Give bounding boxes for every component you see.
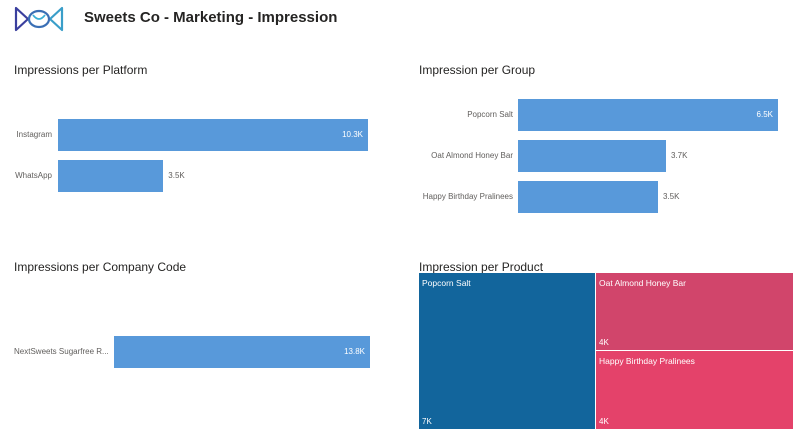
bar-row: Popcorn Salt 6.5K [419,99,793,131]
bar-category-label: Instagram [16,130,52,139]
treemap-tile-label: Popcorn Salt [422,278,471,288]
treemap-tile[interactable]: Happy Birthday Pralinees 4K [596,351,793,429]
bar-category-label: Popcorn Salt [467,110,513,119]
company-bar-chart[interactable]: Impressions per Company Code NextSweets … [14,260,394,380]
bar-data-label: 13.8K [344,347,365,356]
treemap-tile-label: Oat Almond Honey Bar [599,278,686,288]
bar[interactable]: 6.5K [518,99,778,131]
bar-row: Instagram 10.3K [14,119,394,151]
candy-logo-icon [14,6,64,32]
company-chart-title: Impressions per Company Code [14,260,187,274]
bar[interactable] [518,181,658,213]
treemap-tile[interactable]: Popcorn Salt 7K [419,273,595,429]
bar[interactable] [58,160,164,192]
platform-bar-chart[interactable]: Impressions per Platform Instagram 10.3K… [14,63,394,203]
product-treemap[interactable]: Popcorn Salt 7K Oat Almond Honey Bar 4K … [419,273,793,429]
bar-row: Happy Birthday Pralinees 3.5K [419,181,793,213]
report-header: Sweets Co - Marketing - Impression [0,0,800,40]
bar-category-label: Oat Almond Honey Bar [431,151,513,160]
bar-data-label: 3.7K [671,151,688,160]
bar-row: Oat Almond Honey Bar 3.7K [419,140,793,172]
treemap-tile-value: 4K [599,417,609,426]
bar-data-label: 6.5K [756,110,773,119]
group-chart-title: Impression per Group [419,63,536,77]
bar-data-label: 3.5K [663,192,680,201]
bar-data-label: 3.5K [168,171,185,180]
bar-category-label: WhatsApp [15,171,52,180]
group-bar-chart[interactable]: Impression per Group Popcorn Salt 6.5K O… [419,63,793,223]
bar[interactable]: 13.8K [114,336,370,368]
treemap-tile-label: Happy Birthday Pralinees [599,356,695,366]
bar[interactable]: 10.3K [58,119,368,151]
product-treemap-title: Impression per Product [419,260,544,274]
bar[interactable] [518,140,666,172]
page-title: Sweets Co - Marketing - Impression [84,9,338,26]
bar-category-label: Happy Birthday Pralinees [422,192,513,201]
bar-category-label: NextSweets Sugarfree R... [14,347,108,356]
treemap-tile[interactable]: Oat Almond Honey Bar 4K [596,273,793,350]
treemap-tile-value: 4K [599,338,609,347]
bar-data-label: 10.3K [342,130,363,139]
treemap-tile-value: 7K [422,417,432,426]
bar-row: NextSweets Sugarfree R... 13.8K [14,336,394,368]
platform-chart-title: Impressions per Platform [14,63,148,77]
bar-row: WhatsApp 3.5K [14,160,394,192]
